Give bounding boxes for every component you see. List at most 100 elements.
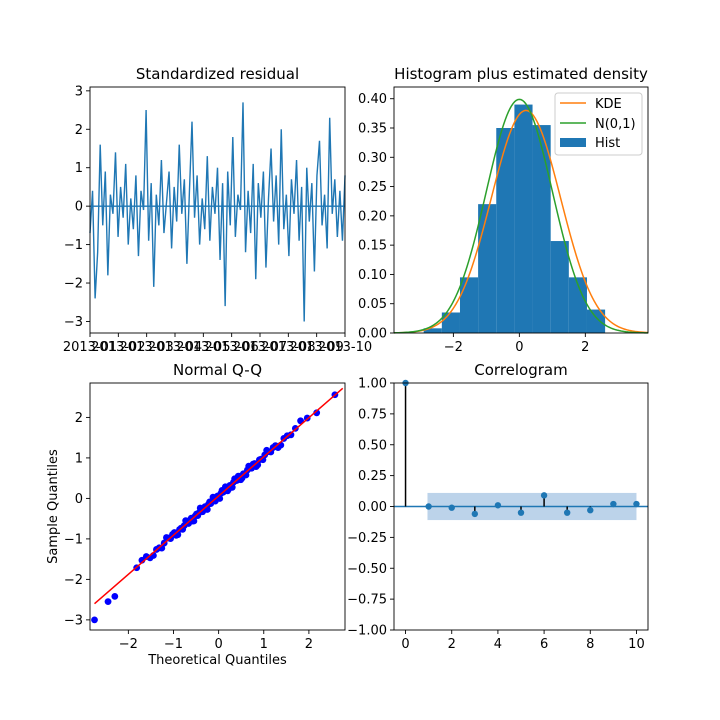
y-tick-label: 0.40 — [358, 92, 387, 107]
x-tick-label: 0 — [214, 637, 222, 652]
histogram-bar — [459, 277, 479, 333]
acf-marker — [517, 509, 525, 516]
chart-title: Correlogram — [474, 361, 567, 379]
histogram-bar — [550, 241, 569, 333]
axes-frame — [393, 86, 649, 334]
qq-point — [104, 598, 112, 606]
x-tick-label: 10 — [628, 637, 645, 652]
y-tick-label: 2 — [75, 411, 83, 426]
y-tick-label: 0.10 — [358, 268, 387, 283]
acf-marker — [494, 502, 502, 509]
histogram-bar — [423, 328, 442, 333]
y-tick-label: 1 — [75, 161, 83, 176]
y-tick-label: −3 — [64, 613, 83, 628]
histogram-bar — [586, 309, 606, 333]
qq-reference-line — [94, 387, 344, 605]
normal-density-curve — [393, 98, 649, 334]
kde-curve — [393, 109, 649, 334]
x-tick-label: 2 — [448, 637, 456, 652]
legend-hist-swatch — [560, 138, 586, 147]
y-tick-label: 1 — [75, 451, 83, 466]
histogram-bar — [496, 128, 515, 333]
y-tick-label: 0.75 — [358, 407, 387, 422]
y-tick-label: 2 — [75, 123, 83, 138]
x-axis-label: Theoretical Quantiles — [147, 653, 287, 668]
x-tick-label: −2 — [444, 340, 463, 355]
qq-point — [313, 409, 321, 417]
panel-3: −3 −2 −1 0 1 2 −2 −1 0 1 2 Normal Q-Q Theoretical Qu… — [46, 361, 346, 668]
acf-marker — [425, 503, 432, 510]
y-tick-label: 0.25 — [358, 180, 387, 195]
x-tick-label: 2 — [581, 340, 589, 355]
panel-2: 0.00 0.05 0.10 0.15 0.20 0.25 0.30 0.35 0.40 −2 0 2… — [358, 65, 649, 355]
x-tick-label: 0 — [515, 340, 523, 355]
y-tick-label: 0.50 — [358, 438, 387, 453]
acf-marker — [540, 492, 548, 499]
y-tick-label: 0.35 — [358, 122, 387, 137]
y-tick-label: 0.20 — [358, 209, 387, 224]
chart-title: Standardized residual — [136, 65, 299, 83]
legend-kde-label: KDE — [595, 97, 622, 112]
legend-hist-label: Hist — [595, 136, 620, 151]
y-tick-label: −1 — [64, 532, 83, 547]
x-tick-label: 2013-03 — [120, 340, 174, 355]
x-tick-label: 2013-09 — [290, 340, 344, 355]
y-tick-label: 3 — [75, 84, 83, 99]
y-tick-label: 0.05 — [358, 297, 387, 312]
x-tick-label: 2013-02 — [91, 340, 145, 355]
x-tick-label: 2 — [305, 637, 313, 652]
y-tick-label: −0.50 — [347, 562, 387, 577]
y-tick-label: −3 — [64, 315, 83, 330]
chart-title: Histogram plus estimated density — [394, 65, 648, 83]
histogram-bar — [478, 204, 497, 333]
y-tick-label: 0.25 — [358, 469, 387, 484]
qq-point — [91, 616, 98, 624]
panel-1: −3−2−101232013-012013-022013-032013-0420… — [63, 65, 372, 355]
y-tick-label: 0 — [75, 492, 83, 507]
y-tick-label: −0.25 — [347, 531, 387, 546]
x-tick-label: 4 — [494, 637, 502, 652]
acf-marker — [587, 507, 594, 514]
panel-4: −1.00 −0.75 −0.50 −0.25 0.00 0.25 0.50 0.75 1.00… — [347, 361, 649, 652]
acf-marker — [610, 500, 617, 508]
x-tick-label: −1 — [164, 637, 183, 652]
acf-marker — [471, 510, 479, 518]
histogram-bar — [568, 277, 587, 333]
y-axis-label: Sample Quantiles — [46, 449, 61, 564]
histogram-bar — [514, 104, 533, 333]
qq-point — [111, 592, 119, 600]
acf-marker — [448, 504, 455, 511]
x-tick-label: 8 — [586, 637, 594, 652]
x-tick-label: 1 — [260, 637, 268, 652]
axes-frame — [89, 382, 346, 631]
axes-frame — [89, 86, 346, 334]
x-tick-label: 2013-06 — [205, 340, 259, 355]
x-tick-label: 2013-07 — [233, 340, 287, 355]
legend: KDE N(0,1) Hist — [554, 92, 643, 156]
y-tick-label: −2 — [64, 277, 83, 292]
x-tick-label: 2013-04 — [148, 340, 202, 355]
y-tick-label: 0 — [75, 200, 83, 215]
y-tick-label: 1.00 — [358, 377, 387, 392]
y-tick-label: 0.00 — [358, 500, 387, 515]
x-tick-label: 2013-01 — [63, 340, 117, 355]
chart-title: Normal Q-Q — [173, 361, 262, 379]
x-tick-label: 0 — [401, 637, 409, 652]
x-tick-label: 2013-08 — [261, 340, 315, 355]
acf-marker — [633, 500, 640, 508]
y-tick-label: 0.30 — [358, 151, 387, 166]
y-tick-label: −2 — [64, 573, 83, 588]
x-tick-label: −2 — [119, 637, 138, 652]
legend-normal-label: N(0,1) — [595, 117, 636, 132]
x-tick-label: 6 — [540, 637, 548, 652]
y-tick-label: −1.00 — [347, 624, 387, 639]
qq-point — [287, 431, 295, 439]
y-tick-label: 0.00 — [358, 327, 387, 342]
histogram-bar — [532, 125, 551, 333]
acf-marker — [563, 509, 571, 516]
x-tick-label: 2013-10 — [318, 340, 372, 355]
y-tick-label: −1 — [64, 238, 83, 253]
residual-series-line — [89, 102, 346, 322]
x-tick-label: 2013-05 — [176, 340, 230, 355]
